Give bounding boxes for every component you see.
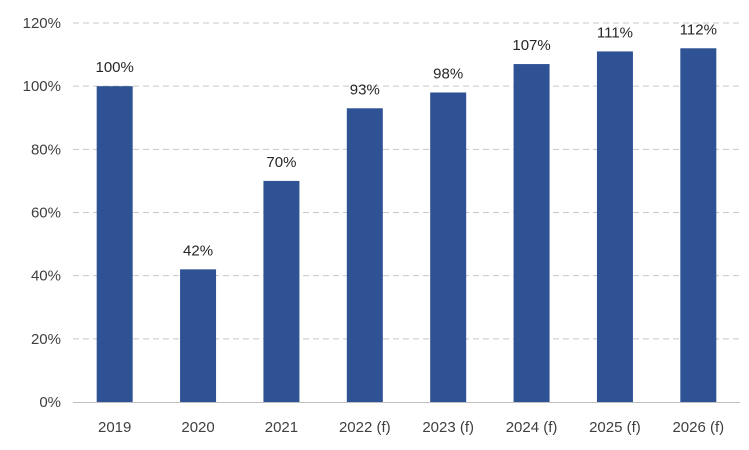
y-tick-label: 120% [23,15,61,32]
data-label: 100% [96,59,134,76]
x-tick-label: 2023 (f) [422,419,474,436]
y-tick-label: 80% [31,141,61,158]
y-tick-label: 40% [31,268,61,285]
x-tick-label: 2020 [181,419,214,436]
x-tick-label: 2019 [98,419,131,436]
y-tick-label: 0% [39,394,61,411]
bar-2019 [96,86,133,403]
y-tick-label: 60% [31,205,61,222]
x-tick-label: 2022 (f) [339,419,391,436]
bar-2022 (f) [346,108,383,403]
x-tick-label: 2024 (f) [506,419,558,436]
bar-2023 (f) [430,92,467,402]
data-label: 98% [433,65,463,82]
y-tick-label: 100% [23,78,61,95]
x-axis: 2019 2020 2021 2022 (f) 2023 (f) 2024 (f) 2025… [73,402,740,436]
x-tick-label: 2025 (f) [589,419,641,436]
gridlines [73,22,740,340]
data-label: 107% [512,37,550,54]
bar-2024 (f) [513,64,550,402]
data-label: 111% [597,24,633,41]
bar-2025 (f) [596,51,633,403]
x-tick-label: 2026 (f) [672,419,724,436]
y-axis: 0% 20% 40% 60% 80% 100% 120% [23,15,61,411]
data-label: 42% [183,242,213,259]
data-labels: 100% 42% 70% 93% 98% 107% 111% 112% [96,21,717,259]
bars [96,48,717,403]
bar-2026 (f) [680,48,717,403]
data-label: 93% [350,81,380,98]
bar-2020 [180,269,217,402]
data-label: 70% [266,154,296,171]
data-label: 112% [680,21,717,38]
bar-2021 [263,180,300,402]
y-tick-label: 20% [31,331,61,348]
x-tick-label: 2021 [265,419,298,436]
